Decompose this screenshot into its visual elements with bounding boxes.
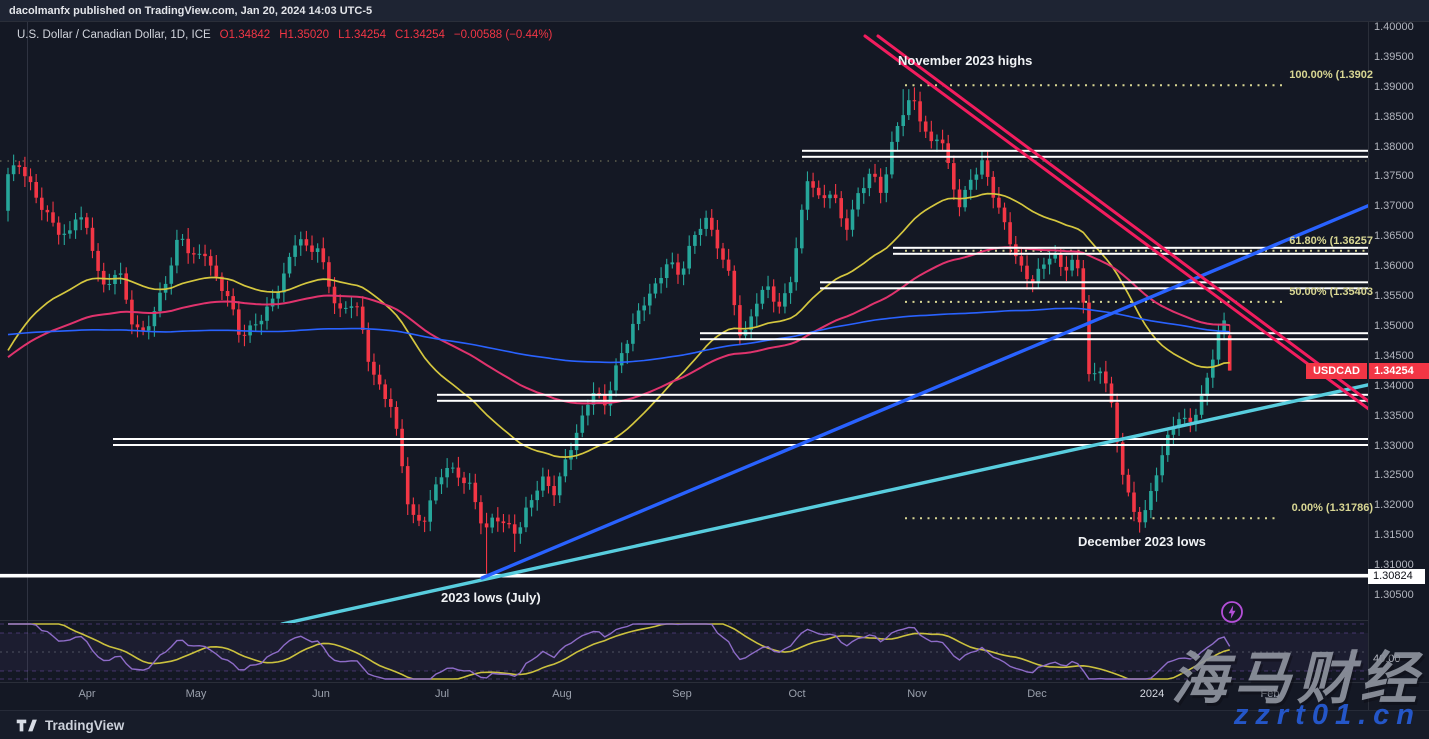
month-label: Apr	[78, 688, 96, 700]
price-tick: 1.37500	[1374, 170, 1414, 182]
price-axis-border	[1368, 22, 1369, 710]
price-tick: 1.30500	[1374, 589, 1414, 601]
trendlines	[280, 34, 1368, 623]
publisher-bar: dacolmanfx published on TradingView.com,…	[0, 0, 1429, 22]
symbol-title: U.S. Dollar / Canadian Dollar, 1D, ICE	[17, 29, 211, 41]
price-tick: 1.35500	[1374, 290, 1414, 302]
lightning-button[interactable]	[1220, 600, 1244, 624]
month-label: Dec	[1027, 688, 1047, 700]
last-price-symbol-tag: USDCAD	[1305, 363, 1367, 379]
ohlc-close: C1.34254	[395, 29, 445, 41]
time-axis-separator	[0, 682, 1429, 683]
last-price-value-tag: 1.34254	[1369, 363, 1429, 379]
price-tick: 1.36000	[1374, 260, 1414, 272]
month-label: Jul	[434, 688, 450, 700]
rsi-ma-line	[8, 623, 1230, 680]
price-tick: 1.37000	[1374, 200, 1414, 212]
price-tick: 1.39000	[1374, 81, 1414, 93]
year-label: 2024	[1139, 688, 1165, 700]
month-label: Oct	[788, 688, 806, 700]
tradingview-brand[interactable]: TradingView	[45, 717, 125, 733]
price-tick: 1.33000	[1374, 440, 1414, 452]
pane-separator[interactable]	[0, 620, 1368, 621]
candles	[6, 87, 1232, 574]
month-label: Aug	[552, 688, 572, 700]
chart-background	[0, 22, 1429, 710]
price-tick: 1.39500	[1374, 51, 1414, 63]
cyan-support-trendline	[280, 383, 1368, 623]
price-tick: 1.36500	[1374, 230, 1414, 242]
footer-bar: TradingView	[0, 710, 1429, 739]
price-tick: 1.35000	[1374, 320, 1414, 332]
price-tick: 1.31500	[1374, 529, 1414, 541]
chart-canvas[interactable]	[0, 22, 1368, 710]
month-label: Sep	[672, 688, 692, 700]
blue-support-trendline	[480, 203, 1368, 580]
month-label: Nov	[907, 688, 927, 700]
price-tick: 1.34000	[1374, 380, 1414, 392]
lightning-icon	[1221, 601, 1243, 623]
price-tick: 1.33500	[1374, 410, 1414, 422]
month-label: Jun	[312, 688, 330, 700]
horizontal-levels	[0, 149, 1368, 578]
ohlc-high: H1.35020	[279, 29, 330, 41]
rsi-line	[8, 623, 1231, 680]
moving-averages	[7, 192, 1230, 458]
month-label: May	[185, 688, 207, 700]
ma-slow-blue	[7, 307, 1230, 364]
channel-upper-line	[863, 34, 1368, 411]
rsi-value-label: 40.00	[1373, 653, 1401, 665]
watermark-cjk: 海马财经	[1171, 647, 1423, 711]
price-tick: 1.32000	[1374, 499, 1414, 511]
price-tick: 1.38000	[1374, 141, 1414, 153]
pane-left-border	[27, 22, 28, 682]
price-tick: 1.32500	[1374, 469, 1414, 481]
price-tick: 1.31000	[1374, 559, 1414, 571]
watermark-url: zzrt01.cn	[1233, 699, 1421, 731]
support-price-tag: 1.30824	[1368, 569, 1425, 584]
ma-mid-pink	[7, 246, 1230, 405]
tradingview-logo-icon	[16, 719, 37, 731]
ma-fast-yellow	[7, 192, 1230, 458]
publisher-text: dacolmanfx published on TradingView.com,…	[9, 5, 373, 17]
channel-lower-line	[876, 34, 1368, 403]
ohlc-open: O1.34842	[219, 29, 271, 41]
symbol-header: U.S. Dollar / Canadian Dollar, 1D, ICE O…	[17, 29, 552, 44]
price-tick: 1.40000	[1374, 21, 1414, 33]
ohlc-change: −0.00588 (−0.44%)	[453, 29, 553, 41]
price-tick: 1.38500	[1374, 111, 1414, 123]
month-label: Feb	[1260, 688, 1280, 700]
rsi-pane	[0, 623, 1368, 680]
ohlc-low: L1.34254	[338, 29, 387, 41]
price-tick: 1.34500	[1374, 350, 1414, 362]
